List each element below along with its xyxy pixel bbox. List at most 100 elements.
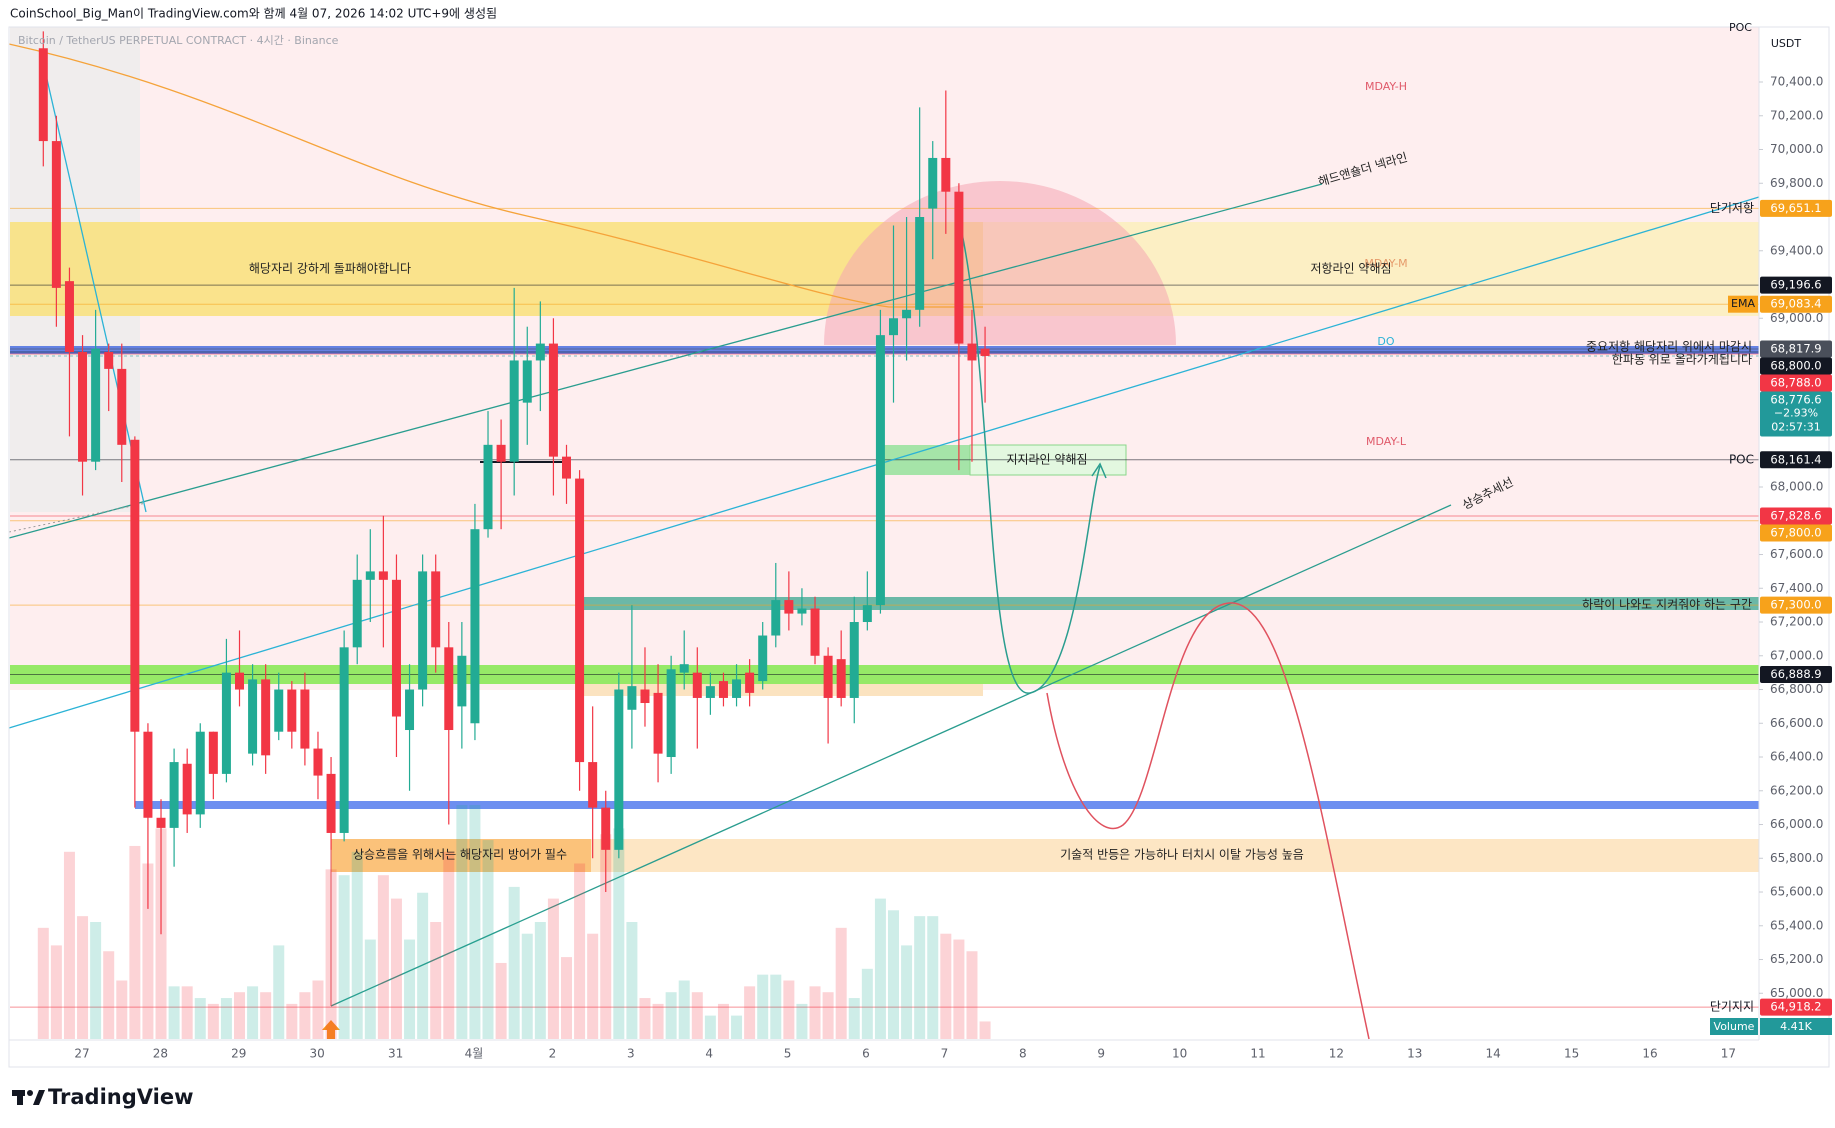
candle-body [326, 773, 336, 833]
volume-bar [796, 1003, 808, 1039]
frame [8, 26, 1830, 1068]
volume-bar [351, 851, 363, 1039]
volume-bar [979, 1021, 991, 1039]
volume-bar [364, 939, 376, 1039]
volume-bar [508, 886, 520, 1039]
price-box [1760, 666, 1832, 684]
volume-bar [626, 922, 638, 1039]
logo-shape [27, 1090, 33, 1096]
volume-bar [456, 805, 468, 1039]
y-tick-label: 70,200.0 [1770, 108, 1823, 122]
candle-body [771, 600, 781, 636]
candle-body [195, 731, 205, 815]
volume [37, 805, 991, 1039]
volume-bar [495, 962, 507, 1039]
volume-bar [181, 986, 193, 1039]
price-box [1760, 199, 1832, 217]
symbol: Bitcoin / TetherUS PERPETUAL CONTRACT · … [18, 34, 339, 47]
candle-body [980, 348, 990, 356]
candle-body [457, 655, 467, 707]
projection-red [1046, 602, 1370, 1040]
volume-bar [835, 927, 847, 1039]
volume-bar [469, 805, 481, 1039]
candle-body [117, 368, 127, 445]
candle-body [575, 478, 585, 763]
candle-body [823, 655, 833, 698]
volume-bar [822, 992, 834, 1039]
price-label: 67,800.0 [1770, 525, 1821, 539]
logo: TradingView [12, 1085, 193, 1109]
candle-body [849, 622, 859, 698]
volume-bar [927, 916, 939, 1039]
y-tick-label: 66,600.0 [1770, 716, 1823, 730]
volume-bar [338, 875, 350, 1039]
candle-body [745, 672, 755, 693]
level-name: 단기저항 [1710, 201, 1754, 215]
candle-body [889, 318, 898, 336]
candle-body [509, 360, 519, 462]
x-tick-label: 12 [1329, 1047, 1344, 1061]
volume-bar [953, 939, 965, 1039]
volume-bar [678, 980, 690, 1039]
volume-bar [77, 916, 89, 1039]
y-tick-label: 70,000.0 [1770, 142, 1823, 156]
volume-bar [744, 986, 756, 1039]
volume-bar [809, 986, 821, 1039]
candle-body [601, 807, 611, 850]
y-tick-label: 65,400.0 [1770, 918, 1823, 932]
candle-body [640, 689, 650, 704]
volume-bar [717, 1003, 729, 1039]
candle-body [169, 762, 179, 828]
mday-h: MDAY-H [1365, 80, 1407, 93]
y-tick-label: 66,000.0 [1770, 817, 1823, 831]
price-box [1760, 357, 1832, 375]
x-tick-label: 31 [388, 1047, 403, 1061]
dotted-line [8, 502, 147, 533]
price-label: 69,651.1 [1770, 201, 1821, 215]
candle-body [653, 692, 663, 754]
y-tick-label: 70,400.0 [1770, 75, 1823, 89]
candle-body [627, 686, 637, 710]
x-tick-label: 3 [627, 1047, 635, 1061]
volume-bar [561, 957, 572, 1039]
candle-body [274, 689, 284, 732]
x-tick-label: 11 [1250, 1047, 1265, 1061]
annotation: 상승흐름을 위해서는 해당자리 방어가 필수 [353, 848, 567, 862]
level-name: 단기지지 [1710, 1000, 1754, 1014]
price-label: 69,083.4 [1770, 297, 1821, 311]
price-label: 69,196.6 [1770, 278, 1821, 292]
volume-bar [50, 945, 62, 1039]
candle-body [875, 335, 885, 606]
price-label: 64,918.2 [1770, 1000, 1821, 1014]
candle-body [261, 679, 271, 756]
volume-bar [521, 933, 533, 1039]
candle-body [235, 672, 244, 690]
x-tick-label: 15 [1564, 1047, 1579, 1061]
candle-body [378, 571, 388, 580]
candle-body [614, 689, 624, 850]
volume-tag [1760, 1018, 1832, 1035]
price-box [1760, 451, 1832, 469]
x-tick-label: 5 [784, 1047, 792, 1061]
y-tick-label: 65,000.0 [1770, 986, 1823, 1000]
volume-bar [613, 828, 625, 1039]
x-tick-label: 27 [74, 1047, 89, 1061]
volume-bar [652, 1003, 664, 1039]
volume-bar [377, 875, 389, 1039]
arrow-up [322, 1020, 340, 1039]
volume-bar [901, 945, 913, 1039]
zone-cream [578, 684, 983, 696]
price-box [1760, 391, 1832, 437]
candle-body [405, 689, 415, 731]
volume-bar [390, 898, 402, 1039]
volume-bar [639, 998, 651, 1039]
annotation: 중요저항 해당자리 위에서 마감시 [1586, 340, 1752, 354]
volume-bar [103, 951, 115, 1039]
price-box [1760, 276, 1832, 294]
candle-body [862, 605, 872, 623]
logo-shape [17, 1090, 23, 1105]
level-name: POC [1729, 452, 1754, 466]
annotation: 기술적 반등은 가능하나 터치시 이탈 가능성 높음 [1060, 848, 1304, 862]
